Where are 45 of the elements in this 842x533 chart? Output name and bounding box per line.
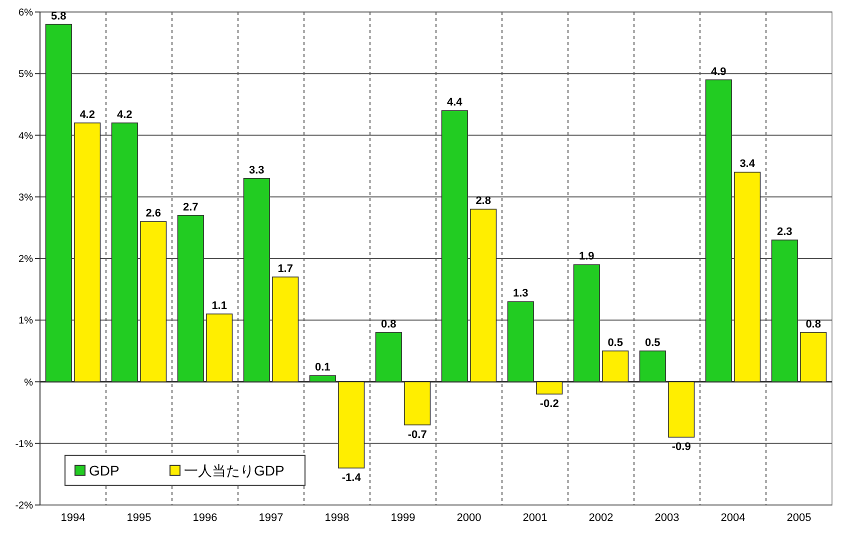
data-label: -0.7 (408, 428, 427, 441)
x-tick-label: 2002 (588, 512, 614, 524)
x-tick-label: 1999 (390, 512, 416, 524)
data-label: 0.1 (315, 362, 330, 374)
y-tick-label: 6% (18, 8, 34, 18)
y-tick-label: 1% (18, 316, 34, 327)
y-tick-label: -1% (15, 438, 34, 450)
data-label: 3.4 (740, 158, 756, 170)
data-label: 5.8 (51, 10, 66, 22)
data-label: 1.1 (212, 300, 227, 312)
data-label: -0.9 (672, 441, 691, 454)
data-label: 2.8 (476, 195, 491, 208)
data-label: 0.8 (381, 318, 396, 330)
y-tick-label: % (24, 377, 34, 388)
data-label: 2.6 (146, 208, 161, 220)
x-tick-label: 1998 (324, 512, 350, 524)
x-tick-label: 2004 (720, 512, 746, 524)
data-label: 0.5 (645, 336, 660, 349)
y-tick-label: 5% (18, 69, 34, 80)
legend-label: GDP (89, 462, 120, 478)
x-tick-label: 2005 (786, 512, 812, 524)
data-label: 1.3 (513, 288, 528, 300)
x-tick-label: 2001 (522, 512, 548, 524)
data-label: 4.2 (80, 108, 95, 121)
y-tick-label: 3% (18, 192, 34, 204)
data-label: 0.5 (608, 336, 623, 349)
data-label: -1.4 (342, 472, 362, 484)
x-tick-label: 1996 (192, 512, 218, 524)
data-label: 4.4 (447, 96, 464, 109)
data-label: 2.7 (183, 201, 198, 214)
y-tick-label: 4% (18, 130, 34, 142)
data-label: 0.8 (806, 318, 821, 330)
x-tick-label: 1994 (60, 512, 86, 524)
data-label: 3.3 (249, 164, 264, 176)
x-tick-label: 1997 (258, 512, 284, 524)
x-tick-label: 1995 (126, 512, 152, 524)
x-tick-label: 2000 (456, 512, 482, 524)
y-tick-label: -2% (15, 500, 34, 512)
data-label: 4.2 (117, 108, 132, 121)
data-label: -0.2 (540, 398, 559, 410)
x-tick-label: 2003 (654, 512, 680, 524)
y-tick-label: 2% (18, 254, 34, 265)
data-label: 2.3 (777, 226, 792, 238)
legend-label: 一人当たりGDP (184, 462, 284, 478)
data-label: 1.7 (278, 262, 293, 275)
